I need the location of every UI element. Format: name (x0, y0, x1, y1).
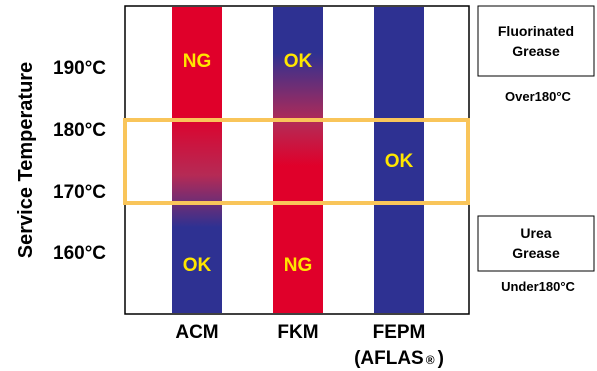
material-label-acm: ACM (175, 322, 218, 343)
urea-grease-box (477, 215, 595, 272)
fepm-status: OK (385, 151, 414, 172)
tick-label-190: 190°C (53, 58, 106, 79)
acm-upper-status: NG (183, 51, 212, 72)
material-label-fepm: FEPM (373, 322, 426, 343)
fluorinated-grease-box (477, 5, 595, 77)
fluorinated-grease-name-line2: Grease (512, 43, 560, 59)
acm-lower-status: OK (183, 255, 212, 276)
material-label-fkm: FKM (277, 322, 318, 343)
fluorinated-grease-condition: Over180°C (505, 89, 572, 104)
urea-grease-name-line1: Urea (520, 225, 551, 241)
bar-fepm (374, 7, 424, 313)
highlight-band (123, 118, 470, 205)
urea-grease-name-line2: Grease (512, 245, 560, 261)
registered-mark: ® (426, 353, 435, 367)
material-sublabel-fepm: (AFLAS ®) (354, 348, 444, 369)
bar-fkm (273, 7, 323, 313)
axis-title: Service Temperature (15, 62, 37, 258)
tick-label-160: 160°C (53, 243, 106, 264)
fluorinated-grease-name-line1: Fluorinated (498, 23, 574, 39)
fepm-sublabel-open: (AFLAS (354, 348, 424, 369)
fkm-lower-status: NG (284, 255, 313, 276)
fepm-sublabel-close: ) (438, 348, 444, 369)
fkm-upper-status: OK (284, 51, 313, 72)
tick-label-170: 170°C (53, 182, 106, 203)
tick-label-180: 180°C (53, 120, 106, 141)
bar-acm (172, 7, 222, 313)
urea-grease-condition: Under180°C (501, 279, 575, 294)
